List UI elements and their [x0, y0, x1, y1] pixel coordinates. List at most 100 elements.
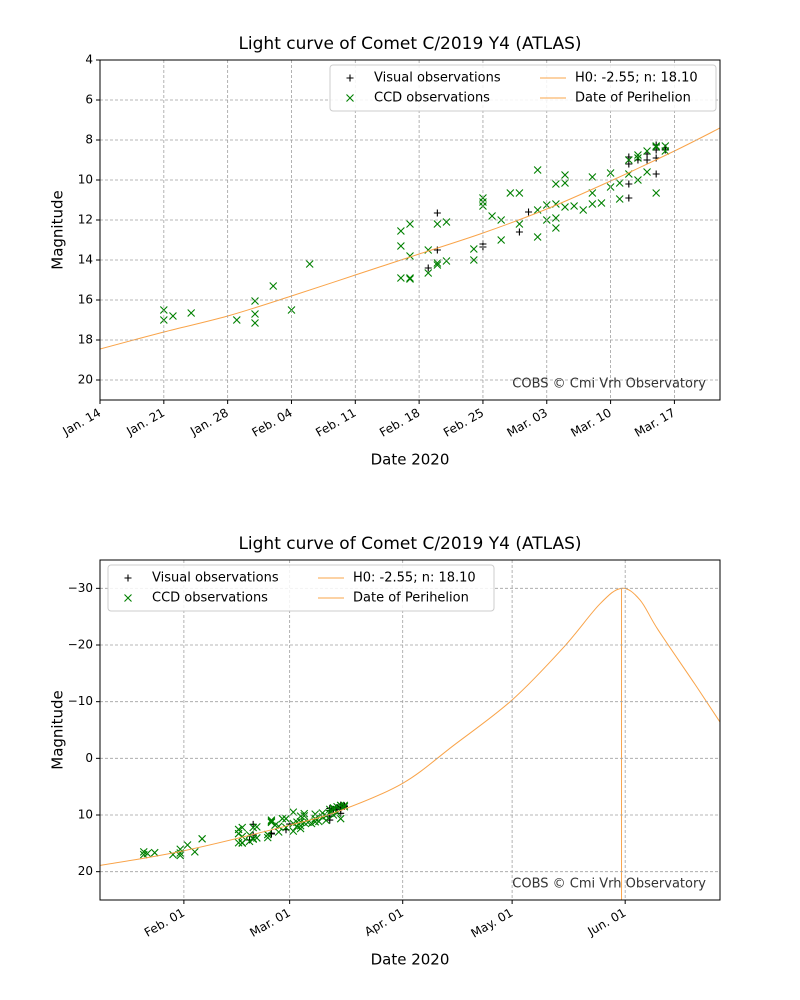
ccd-point [515, 220, 524, 228]
chart-title: Light curve of Comet C/2019 Y4 (ATLAS) [238, 534, 581, 554]
y-tick-label: 8 [85, 133, 93, 147]
ccd-point [238, 823, 247, 832]
annotation: COBS © Cmi Vrh Observatory [512, 877, 706, 892]
x-tick-label: Mar. 10 [568, 406, 613, 440]
ccd-point [278, 814, 287, 823]
model-curve [100, 127, 720, 350]
legend-label: Visual observations [374, 71, 501, 86]
ccd-point [336, 814, 345, 823]
y-tick-label: 4 [85, 53, 93, 67]
ccd-point [643, 147, 651, 155]
x-axis-label: Date 2020 [371, 951, 450, 969]
ccd-point [433, 261, 442, 269]
y-tick-label: 0 [85, 751, 93, 765]
y-tick-label: 20 [78, 864, 93, 878]
plot-0: Light curve of Comet C/2019 Y4 (ATLAS) Da… [49, 34, 721, 469]
legend-marker [346, 74, 354, 82]
y-tick-label: 20 [78, 373, 93, 387]
legend-box [329, 64, 717, 112]
ccd-point [533, 206, 542, 214]
ccd-point [570, 202, 579, 210]
ccd-point [515, 189, 524, 197]
ccd-point [289, 827, 298, 836]
ccd-point [634, 154, 642, 162]
ccd-point [333, 808, 341, 817]
plot-area [100, 587, 720, 900]
visual-point [424, 264, 432, 272]
ccd-point [551, 180, 560, 188]
visual-point [625, 180, 633, 188]
legend-label: Date of Perihelion [575, 91, 691, 106]
ccd-point [652, 142, 661, 150]
ccd-point [267, 816, 276, 824]
ccd-point [183, 841, 192, 849]
ccd-point [588, 173, 597, 181]
x-tick-label: Feb. 04 [249, 406, 294, 440]
plot-frame [99, 59, 721, 401]
ccd-point [251, 310, 259, 318]
ccd-point [234, 838, 243, 847]
ccd-point [561, 203, 569, 211]
legend-marker [124, 594, 132, 602]
x-axis-label: Date 2020 [371, 451, 450, 469]
ccd-point [190, 847, 199, 856]
ccd-point [442, 218, 451, 226]
ccd-point [588, 200, 597, 208]
ccd-point [300, 811, 309, 820]
ccd-point [396, 274, 405, 282]
plot-frame [99, 559, 721, 901]
ccd-point [187, 309, 196, 317]
y-tick-label: 10 [78, 173, 93, 187]
visual-point [249, 820, 257, 828]
ccd-point [296, 824, 305, 833]
ccd-point [506, 189, 515, 197]
ccd-point [634, 151, 642, 159]
x-tick-label: Jan. 14 [60, 406, 104, 439]
visual-point [625, 194, 633, 202]
ccd-point [469, 245, 478, 253]
ccd-point [314, 817, 323, 826]
visual-point [643, 156, 651, 164]
x-tick-label: Mar. 03 [505, 406, 550, 440]
y-tick-label: 16 [78, 293, 93, 307]
legend-box [107, 564, 495, 612]
ccd-point [340, 802, 349, 811]
y-tick-label: 18 [78, 333, 93, 347]
ccd-point [533, 233, 542, 241]
ccd-point [289, 808, 298, 817]
legend-label: CCD observations [152, 591, 268, 606]
x-tick-label: Jan. 28 [187, 406, 231, 439]
model-curve [100, 587, 720, 866]
ccd-point [433, 259, 442, 267]
ccd-point [433, 220, 442, 228]
ccd-point [488, 212, 496, 220]
ccd-point [551, 224, 560, 232]
ccd-point [232, 316, 241, 324]
ccd-point [497, 236, 506, 244]
ccd-point [396, 242, 405, 250]
ccd-point [274, 828, 283, 836]
ccd-point [406, 274, 414, 282]
y-axis-label: Magnitude [49, 190, 67, 269]
legend-label: Visual observations [152, 571, 279, 586]
y-tick-label: 6 [85, 93, 93, 107]
legend-marker [124, 574, 132, 582]
ccd-point [238, 838, 247, 847]
y-tick-label: −20 [68, 638, 93, 652]
x-tick-label: May. 01 [469, 906, 516, 941]
ccd-point [300, 809, 309, 818]
ccd-point [579, 206, 588, 214]
y-tick-label: 14 [78, 253, 93, 267]
ccd-point [652, 143, 661, 151]
x-tick-label: Feb. 01 [142, 906, 187, 940]
ccd-point [311, 810, 320, 819]
ccd-point [176, 851, 185, 860]
visual-point [326, 816, 334, 824]
ccd-point [396, 227, 405, 235]
visual-point [652, 154, 660, 162]
y-tick-label: 12 [78, 213, 93, 227]
ccd-point [169, 312, 177, 320]
ccd-point [238, 832, 247, 841]
ccd-point [282, 814, 290, 823]
